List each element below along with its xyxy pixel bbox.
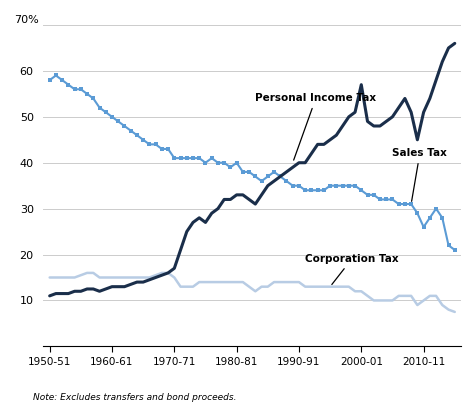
Text: Note: Excludes transfers and bond proceeds.: Note: Excludes transfers and bond procee… <box>33 393 237 402</box>
Text: Corporation Tax: Corporation Tax <box>305 254 399 284</box>
Text: Personal Income Tax: Personal Income Tax <box>255 93 377 160</box>
Text: Sales Tax: Sales Tax <box>392 148 447 201</box>
Text: 70%: 70% <box>14 15 39 25</box>
